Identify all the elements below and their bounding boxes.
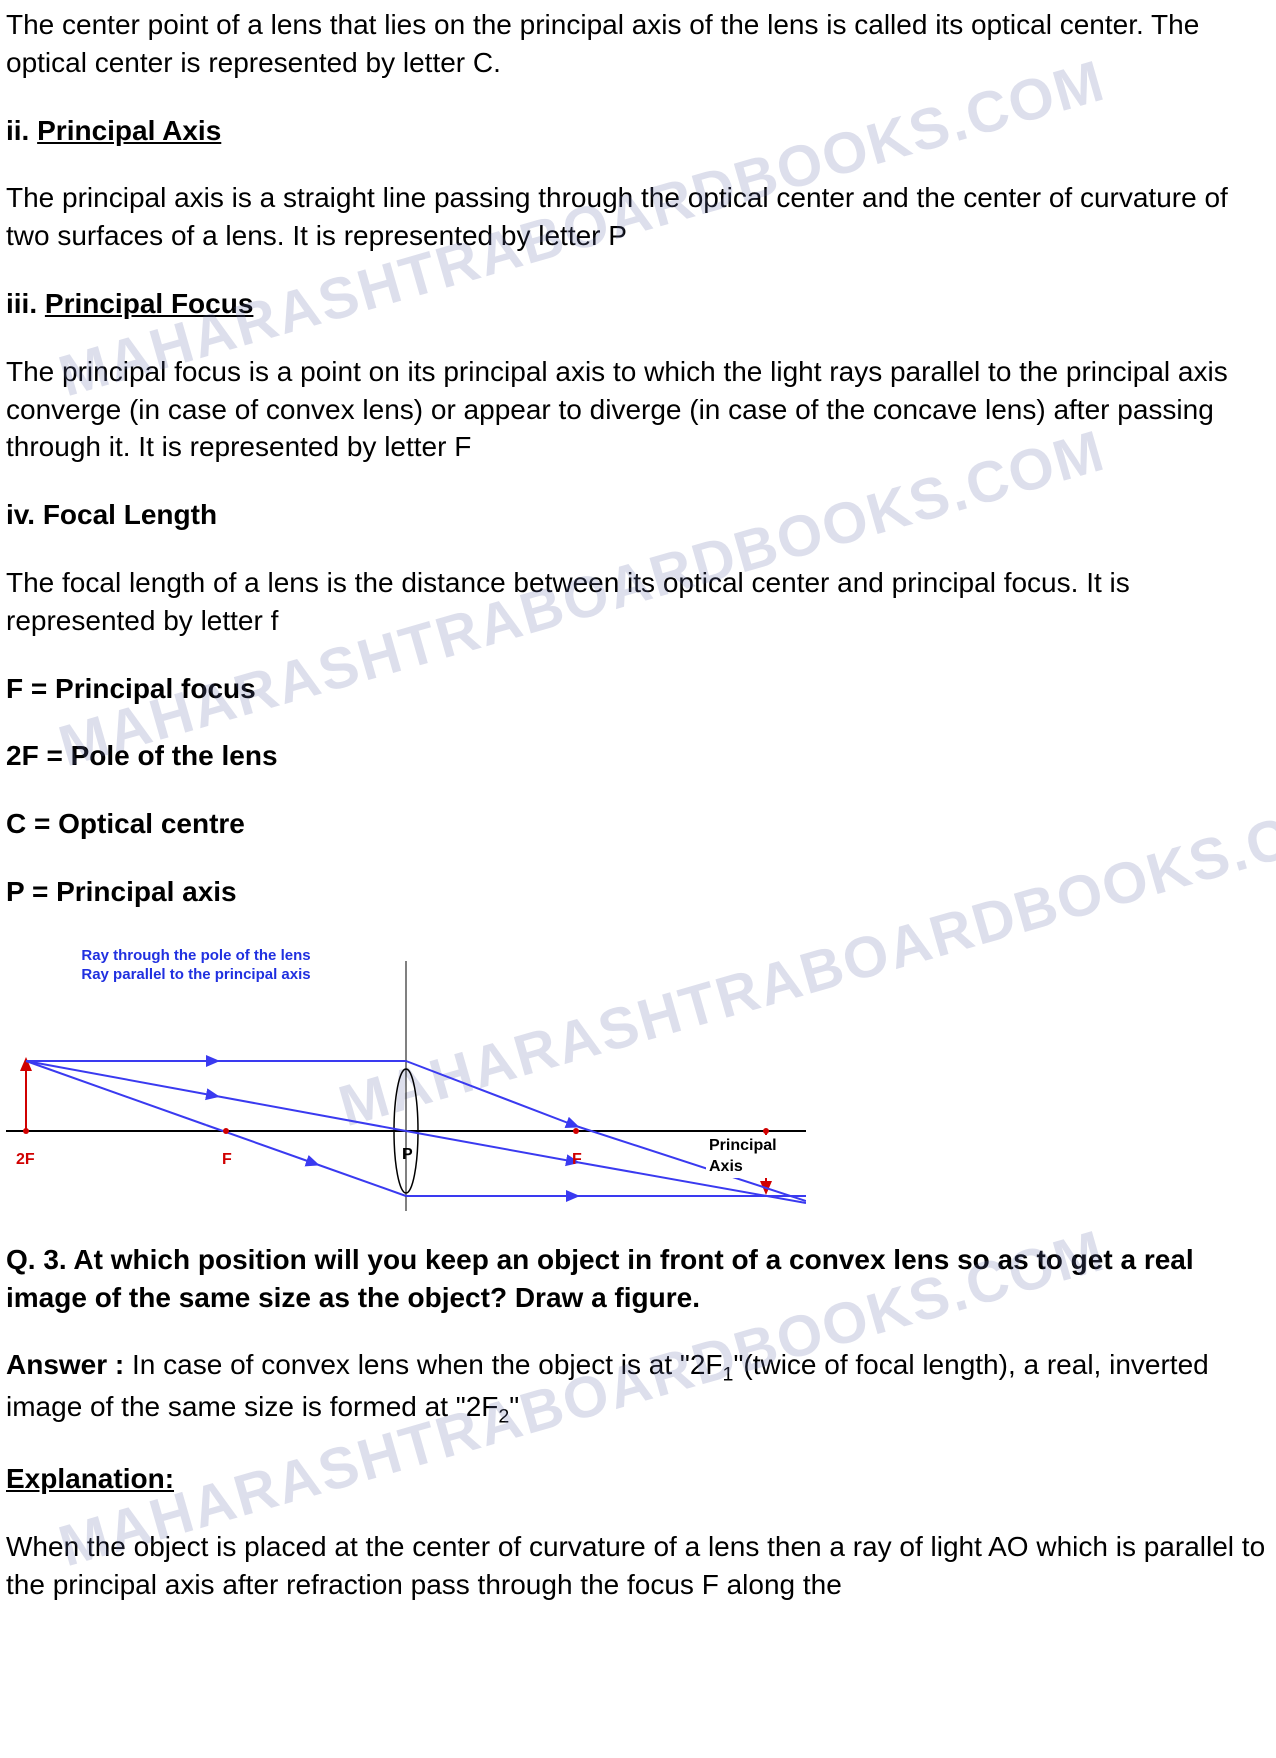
definition-p: P = Principal axis — [6, 873, 1268, 911]
definition-2f: 2F = Pole of the lens — [6, 737, 1268, 775]
label-p-center: P — [402, 1144, 413, 1166]
diagram-caption-line2: Ray parallel to the principal axis — [81, 966, 310, 983]
heading-prefix: iii. — [6, 288, 45, 319]
heading-title: Principal Axis — [37, 115, 221, 146]
optical-center-definition: The center point of a lens that lies on … — [6, 6, 1268, 82]
answer-sub-2: 2 — [498, 1406, 509, 1428]
heading-focal-length: iv. Focal Length — [6, 496, 1268, 534]
ray-diagram: Ray through the pole of the lens Ray par… — [6, 941, 806, 1211]
answer-text-3: " — [509, 1391, 519, 1422]
explanation-text: When the object is placed at the center … — [6, 1528, 1268, 1604]
label-2f-left: 2F — [16, 1149, 35, 1171]
heading-prefix: ii. — [6, 115, 37, 146]
definition-c: C = Optical centre — [6, 805, 1268, 843]
question-3: Q. 3. At which position will you keep an… — [6, 1241, 1268, 1317]
definition-f: F = Principal focus — [6, 670, 1268, 708]
label-f-right: F — [572, 1149, 582, 1171]
answer-sub-1: 1 — [723, 1364, 734, 1386]
answer-label: Answer : — [6, 1349, 132, 1380]
heading-principal-focus: iii. Principal Focus — [6, 285, 1268, 323]
answer-3: Answer : In case of convex lens when the… — [6, 1346, 1268, 1430]
explanation-heading: Explanation: — [6, 1460, 1268, 1498]
principal-focus-definition: The principal focus is a point on its pr… — [6, 353, 1268, 466]
focal-length-definition: The focal length of a lens is the distan… — [6, 564, 1268, 640]
heading-title: Principal Focus — [45, 288, 254, 319]
label-f-left: F — [222, 1149, 232, 1171]
diagram-caption-line1: Ray through the pole of the lens — [81, 947, 310, 964]
answer-text-1: In case of convex lens when the object i… — [132, 1349, 723, 1380]
diagram-caption: Ray through the pole of the lens Ray par… — [66, 947, 326, 985]
label-principal-axis: Principal Axis — [706, 1135, 806, 1178]
principal-axis-definition: The principal axis is a straight line pa… — [6, 179, 1268, 255]
heading-principal-axis: ii. Principal Axis — [6, 112, 1268, 150]
